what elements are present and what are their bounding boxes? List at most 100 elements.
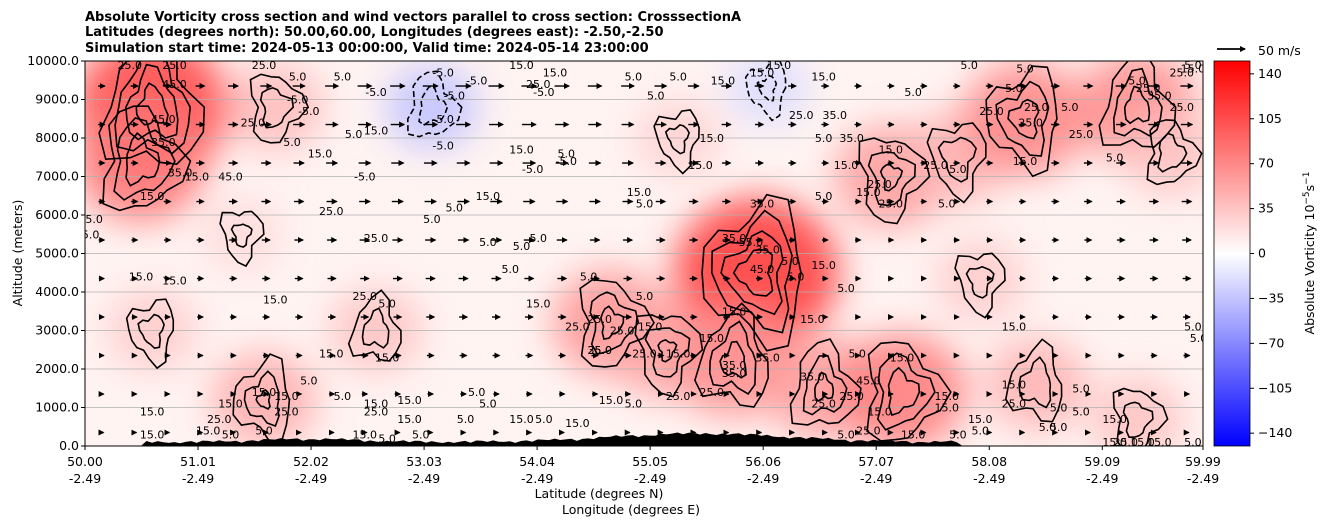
contour-line — [219, 210, 265, 268]
contour-line — [965, 265, 995, 299]
contour-line — [243, 370, 280, 428]
contour-label: 15.0 — [879, 144, 904, 157]
contour-label: 15.0 — [711, 74, 736, 87]
y-axis-label: Altitude (meters) — [10, 200, 25, 307]
x-tick-label-lon: -2.49 — [69, 471, 101, 486]
contour-label: 15.0 — [140, 190, 165, 203]
contour-label: 5.0 — [255, 425, 273, 438]
colorbar-tick-label: 70 — [1258, 156, 1274, 171]
contour-line — [789, 338, 862, 426]
contour-label: 5.0 — [904, 86, 922, 99]
contour-label: 25.0 — [319, 205, 344, 218]
contour-label: 15.0 — [1181, 63, 1206, 76]
contour-label: 25.0 — [207, 413, 232, 426]
contour-label: 5.0 — [479, 398, 497, 411]
contour-label: 15.0 — [397, 413, 422, 426]
contour-label: 5.0 — [781, 255, 799, 268]
contour-label: 25.0 — [632, 348, 657, 361]
contour-label: 15.0 — [627, 186, 652, 199]
contour-label: 15.0 — [1102, 436, 1127, 449]
x-tick-label-lat: 52.02 — [293, 454, 329, 469]
contour-label: 15.0 — [218, 398, 243, 411]
terrain-silhouette — [85, 432, 1203, 446]
contour-line — [866, 341, 952, 442]
colorbar-label: Absolute Vorticity 10−5s−1 — [1302, 172, 1317, 335]
contour-label: 5.0 — [815, 190, 833, 203]
contour-label: 15.0 — [162, 274, 187, 287]
contour-label: 5.0 — [457, 413, 475, 426]
contour-line — [710, 209, 793, 334]
contour-label: 5.0 — [837, 282, 855, 295]
contour-label: 25.0 — [241, 117, 266, 130]
contour-label: 15.0 — [129, 271, 154, 284]
contour-label: -5.0 — [432, 67, 453, 80]
contour-line — [1112, 387, 1169, 446]
contour-label: 5.0 — [972, 425, 990, 438]
contour-line — [756, 74, 778, 102]
contour-line — [732, 248, 774, 297]
contour-label: 5.0 — [1184, 321, 1202, 334]
contour-line — [249, 73, 310, 144]
contour-label: 15.0 — [252, 386, 277, 399]
contour-line — [259, 87, 295, 129]
y-tick-label: 0.0 — [59, 438, 79, 453]
contour-label: 55.0 — [739, 236, 764, 249]
contour-label: 35.0 — [1147, 90, 1172, 103]
contour-label: 15.0 — [811, 70, 836, 83]
contour-label: 5.0 — [300, 375, 318, 388]
contour-label: 35.0 — [722, 232, 747, 245]
contour-line — [1122, 401, 1154, 439]
contour-line — [634, 314, 704, 398]
contour-label: 35.0 — [755, 244, 780, 257]
contour-label: 5.0 — [334, 70, 352, 83]
contour-label: -5.0 — [466, 74, 487, 87]
contour-label: 45.0 — [750, 263, 775, 276]
contour-line — [858, 137, 931, 225]
contour-label: 5.0 — [1050, 402, 1068, 415]
contour-label: 25.0 — [610, 325, 635, 338]
contour-label: 15.0 — [934, 390, 959, 403]
contour-line — [230, 223, 253, 248]
contour-label: 5.0 — [446, 201, 464, 214]
contour-line — [1098, 61, 1177, 148]
contour-label: 5.0 — [468, 386, 486, 399]
contour-label: -5.0 — [555, 155, 576, 168]
contour-label: 15.0 — [934, 402, 959, 415]
contour-label: 25.0 — [1069, 128, 1094, 141]
contour-line — [125, 298, 175, 370]
contour-line — [995, 80, 1050, 157]
contour-label: 25.0 — [699, 386, 724, 399]
contour-line — [1018, 356, 1052, 409]
contour-label: 25.0 — [1169, 67, 1194, 80]
y-tick-label: 8000.0 — [35, 130, 79, 145]
contour-label: 25.0 — [588, 344, 613, 357]
contour-label: 15.0 — [263, 294, 288, 307]
contour-label: 5.0 — [378, 298, 396, 311]
y-tick-label: 9000.0 — [35, 92, 79, 107]
contour-label: 25.0 — [565, 321, 590, 334]
y-tick-label: 10000.0 — [27, 53, 79, 68]
contour-line — [361, 307, 390, 349]
contour-label: 15.0 — [140, 405, 165, 418]
contour-label: 15.0 — [1147, 436, 1172, 449]
contour-label: 5.0 — [1128, 74, 1146, 87]
contour-label: 15.0 — [185, 171, 210, 184]
contour-label: 5.0 — [1106, 151, 1124, 164]
contour-label: 35.0 — [588, 344, 613, 357]
contour-label: 15.0 — [476, 190, 501, 203]
y-tick-label: 6000.0 — [35, 207, 79, 222]
contour-label: 25.0 — [364, 405, 389, 418]
contour-line — [719, 340, 747, 379]
contour-label: 15.0 — [901, 428, 926, 441]
contour-label: 15.0 — [140, 428, 165, 441]
contour-label: 5.0 — [1039, 421, 1057, 434]
contour-label: 5.0 — [222, 428, 240, 441]
contour-label: 35.0 — [750, 197, 775, 210]
y-tick-label: 5000.0 — [35, 246, 79, 261]
contour-line — [937, 136, 977, 183]
y-tick-label: 3000.0 — [35, 323, 79, 338]
contour-label: 15.0 — [196, 425, 221, 438]
contour-label: 15.0 — [509, 144, 534, 157]
contour-line — [644, 327, 691, 378]
chart-title-line-3: Simulation start time: 2024-05-13 00:00:… — [85, 41, 649, 56]
